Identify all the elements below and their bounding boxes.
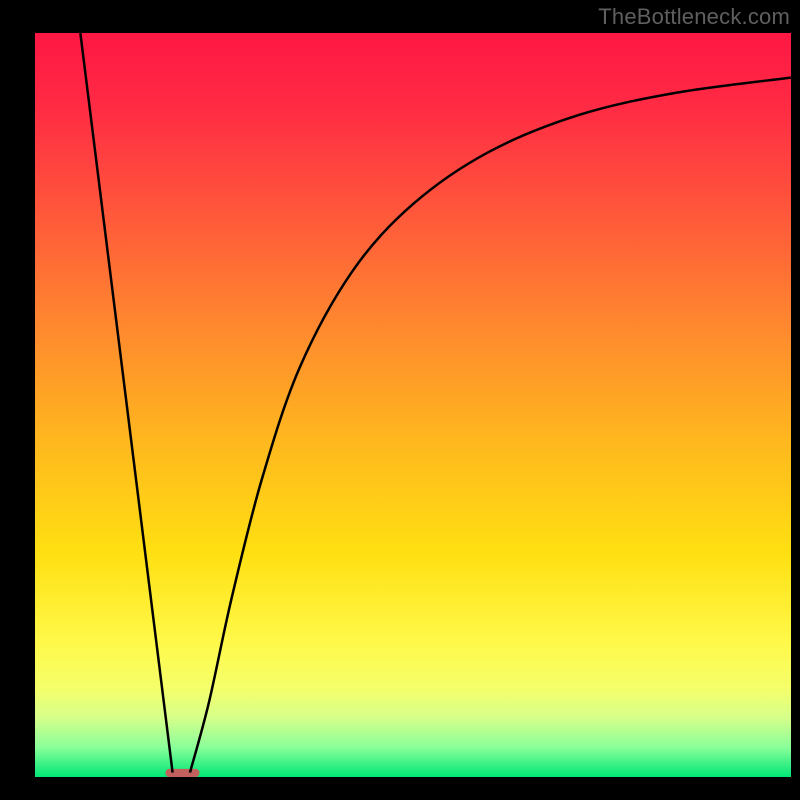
watermark-text: TheBottleneck.com [598, 4, 790, 30]
chart-svg [0, 0, 800, 800]
plot-background [35, 33, 791, 777]
chart-container: TheBottleneck.com [0, 0, 800, 800]
bar-marker [165, 769, 199, 777]
